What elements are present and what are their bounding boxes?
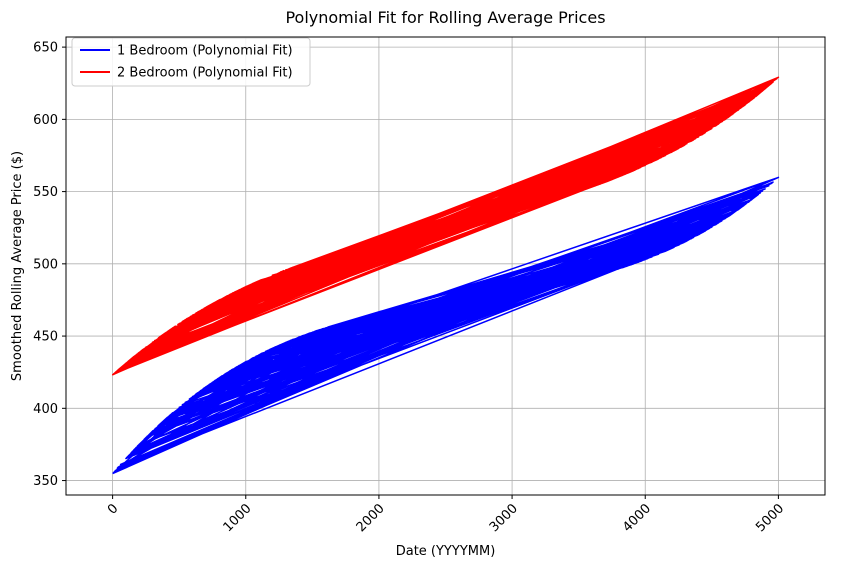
series-line: [112, 176, 780, 475]
legend-label: 2 Bedroom (Polynomial Fit): [117, 66, 293, 81]
y-tick-label: 550: [33, 185, 58, 200]
y-tick-label: 450: [33, 330, 58, 345]
legend-box: [71, 37, 311, 87]
legend: 1 Bedroom (Polynomial Fit) 2 Bedroom (Pol…: [71, 37, 311, 87]
y-tick-label: 600: [33, 113, 58, 128]
y-axis-label: Smoothed Rolling Average Price ($): [10, 151, 25, 381]
chart-title: Polynomial Fit for Rolling Average Price…: [285, 8, 605, 27]
y-tick-label: 500: [33, 257, 58, 272]
series-line: [111, 76, 780, 376]
y-tick-label: 650: [33, 41, 58, 56]
x-axis-label: Date (YYYYMM): [396, 544, 496, 559]
legend-label: 1 Bedroom (Polynomial Fit): [117, 44, 293, 59]
y-tick-label: 350: [33, 474, 58, 489]
plot-frame: [65, 36, 826, 496]
y-tick-label: 400: [33, 402, 58, 417]
